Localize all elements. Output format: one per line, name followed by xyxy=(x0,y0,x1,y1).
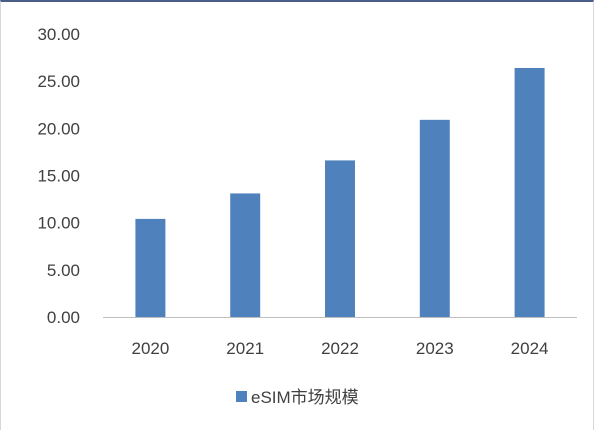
y-tick-label: 20.00 xyxy=(37,119,80,138)
bar xyxy=(514,67,545,318)
y-axis-ticks: 0.00 5.00 10.00 15.00 20.00 25.00 30.00 xyxy=(37,25,80,327)
y-tick-label: 25.00 xyxy=(37,72,80,91)
y-tick-label: 15.00 xyxy=(37,167,80,186)
bar xyxy=(325,160,355,317)
y-tick-label: 30.00 xyxy=(37,25,80,44)
legend-label: eSIM市场规模 xyxy=(251,388,359,407)
legend-swatch xyxy=(236,391,247,402)
y-tick-label: 5.00 xyxy=(47,261,80,280)
x-tick-label: 2022 xyxy=(321,339,359,358)
x-tick-label: 2023 xyxy=(416,339,454,358)
bar xyxy=(230,193,261,317)
bar xyxy=(419,119,450,318)
x-axis-ticks: 2020 2021 2022 2023 2024 xyxy=(131,339,548,358)
x-tick-label: 2024 xyxy=(511,339,549,358)
bar xyxy=(135,218,166,317)
legend: eSIM市场规模 xyxy=(236,388,359,407)
x-tick-label: 2021 xyxy=(226,339,264,358)
bars xyxy=(135,67,545,318)
y-tick-label: 0.00 xyxy=(47,308,80,327)
y-tick-label: 10.00 xyxy=(37,214,80,233)
x-tick-label: 2020 xyxy=(131,339,169,358)
